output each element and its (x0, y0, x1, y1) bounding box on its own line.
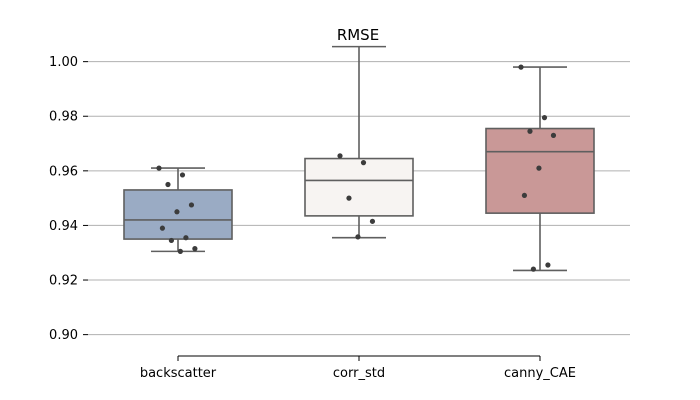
y-tick-label: 0.94 (49, 219, 78, 234)
data-point (369, 218, 376, 224)
chart-title: RMSE (337, 26, 379, 44)
data-point (174, 209, 180, 215)
data-point (521, 192, 528, 199)
box-body (304, 157, 414, 217)
data-point (541, 115, 548, 121)
data-point (527, 128, 533, 134)
x-tick-label: corr_std (333, 366, 385, 381)
data-point (179, 172, 186, 178)
y-tick-label: 0.90 (49, 328, 78, 343)
data-point (355, 234, 361, 240)
box-corr_std (304, 45, 414, 239)
data-point (337, 153, 343, 159)
box-backscatter (123, 167, 233, 253)
data-point (156, 165, 162, 171)
y-tick-label: 0.98 (49, 110, 78, 125)
data-point (346, 195, 352, 201)
data-point (159, 225, 166, 231)
x-tick-label: canny_CAE (504, 366, 576, 381)
y-tick-label: 1.00 (49, 55, 78, 70)
data-point (545, 262, 551, 268)
data-point (360, 160, 367, 166)
box-body (123, 189, 233, 240)
data-point (550, 132, 557, 138)
data-point (536, 165, 542, 171)
y-tick-label: 0.96 (49, 164, 78, 179)
box-body (485, 127, 595, 214)
x-tick-label: backscatter (140, 366, 217, 381)
data-point (530, 266, 536, 272)
data-point (177, 248, 183, 254)
boxes (123, 45, 595, 272)
data-points (156, 64, 557, 272)
data-point (165, 181, 171, 188)
box-canny_CAE (485, 66, 595, 272)
y-axis: 0.90 0.92 0.94 0.96 0.98 1.00 (49, 55, 88, 343)
data-point (518, 64, 524, 70)
x-axis: backscatter corr_std canny_CAE (140, 355, 576, 381)
y-tick-label: 0.92 (49, 274, 78, 289)
data-point (192, 246, 198, 252)
data-point (188, 202, 195, 208)
data-point (168, 237, 174, 244)
data-point (183, 235, 189, 241)
